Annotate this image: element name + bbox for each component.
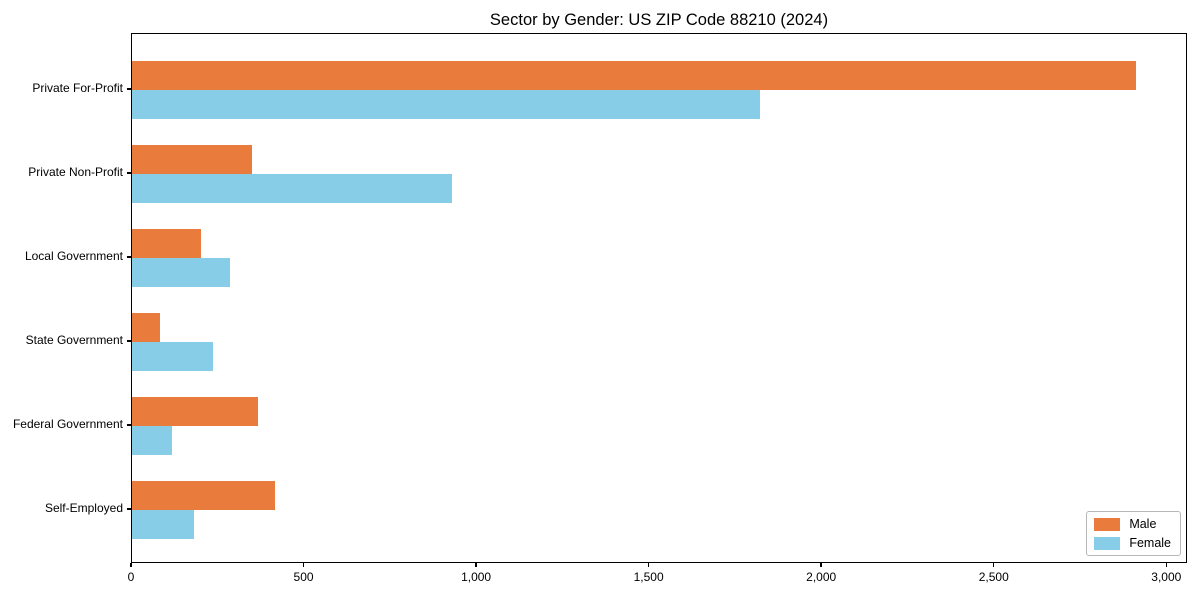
- bar-male-local-government: [132, 229, 202, 258]
- y-tick-mark: [127, 424, 131, 426]
- legend-swatch-male: [1094, 517, 1121, 531]
- legend-label-male: Male: [1129, 517, 1157, 531]
- chart-title: Sector by Gender: US ZIP Code 88210 (202…: [489, 11, 829, 29]
- bar-female-self-employed: [132, 510, 195, 539]
- y-tick-mark: [127, 508, 131, 510]
- y-tick-mark: [127, 172, 131, 174]
- x-tick-mark: [820, 563, 822, 567]
- y-tick-label-local-government: Local Government: [24, 249, 123, 263]
- bar-male-private-for-profit: [132, 61, 1137, 90]
- legend-item-male: Male: [1094, 517, 1171, 531]
- x-tick-mark: [475, 563, 477, 567]
- bar-female-private-for-profit: [132, 90, 761, 119]
- y-tick-mark: [127, 256, 131, 258]
- bar-male-self-employed: [132, 481, 275, 510]
- x-tick-mark: [647, 563, 650, 567]
- x-tick-label: 2,500: [978, 570, 1009, 584]
- bar-male-private-non-profit: [132, 145, 253, 174]
- x-tick-label: 2,000: [806, 570, 837, 584]
- x-tick-mark: [130, 563, 132, 567]
- plot-area: Male Female: [131, 33, 1187, 563]
- x-tick-label: 0: [127, 570, 135, 584]
- x-tick-mark: [993, 563, 995, 567]
- x-tick-label: 1,000: [461, 570, 492, 584]
- y-tick-mark: [127, 340, 131, 342]
- y-tick-label-state-government: State Government: [25, 333, 123, 347]
- y-tick-label-federal-government: Federal Government: [12, 417, 123, 431]
- y-tick-mark: [127, 88, 131, 90]
- x-tick-label: 3,000: [1151, 570, 1182, 584]
- legend: Male Female: [1086, 511, 1181, 556]
- bar-female-private-non-profit: [132, 174, 453, 203]
- bar-male-state-government: [132, 313, 161, 342]
- bar-female-state-government: [132, 342, 214, 371]
- x-tick-mark: [302, 563, 305, 567]
- y-tick-label-self-employed: Self-Employed: [44, 501, 123, 515]
- bar-female-federal-government: [132, 426, 172, 455]
- y-tick-label-private-non-profit: Private Non-Profit: [28, 165, 123, 179]
- legend-label-female: Female: [1129, 536, 1171, 550]
- x-tick-mark: [1165, 563, 1167, 567]
- y-tick-label-private-for-profit: Private For-Profit: [32, 81, 123, 95]
- bar-female-local-government: [132, 258, 230, 287]
- legend-item-female: Female: [1094, 536, 1171, 550]
- legend-swatch-female: [1094, 536, 1121, 550]
- x-tick-label: 1,500: [633, 570, 664, 584]
- bar-male-federal-government: [132, 397, 258, 426]
- x-tick-label: 500: [293, 570, 314, 584]
